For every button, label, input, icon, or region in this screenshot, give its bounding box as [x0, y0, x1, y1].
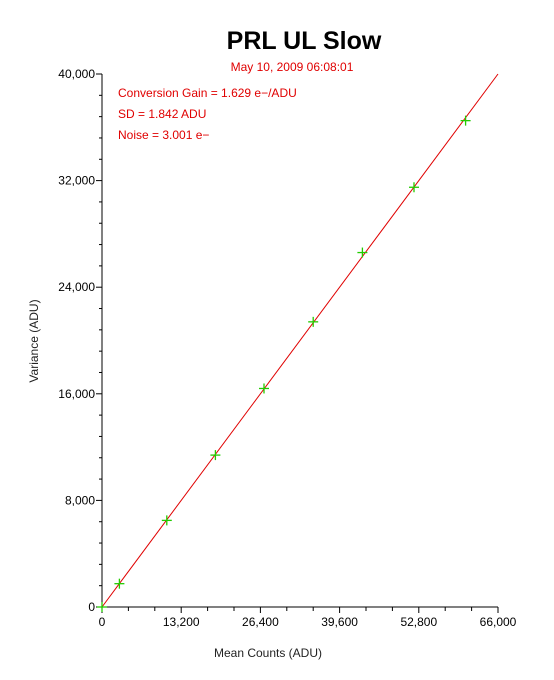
chart-title: PRL UL Slow — [227, 27, 382, 55]
data-point — [210, 450, 221, 461]
y-tick-label: 16,000 — [58, 387, 95, 401]
x-tick-label: 66,000 — [480, 615, 517, 629]
data-point — [308, 316, 319, 327]
fit-line — [101, 73, 499, 608]
data-point — [161, 515, 172, 526]
plot-frame — [101, 74, 498, 608]
data-point — [259, 383, 269, 394]
axis-ticks: 0 13,200 26,400 39,600 52,800 66,000 0 8,000 16,… — [58, 67, 516, 629]
y-tick-label: 0 — [88, 600, 95, 614]
y-tick-label: 8,000 — [65, 493, 95, 507]
y-axis-label: Variance (ADU) — [27, 299, 41, 382]
x-tick-label: 52,800 — [400, 615, 437, 629]
annotation-conversion-gain: Conversion Gain = 1.629 e−/ADU — [118, 86, 297, 100]
y-tick-label: 40,000 — [58, 67, 95, 81]
data-point — [357, 247, 368, 258]
x-tick-label: 39,600 — [321, 615, 358, 629]
data-points — [97, 115, 471, 612]
annotation-noise: Noise = 3.001 e− — [118, 128, 209, 142]
fit-line-group — [101, 73, 499, 608]
y-tick-label: 24,000 — [58, 280, 95, 294]
x-tick-label: 0 — [99, 615, 106, 629]
data-point — [114, 578, 125, 589]
y-tick-label: 32,000 — [58, 174, 95, 188]
data-point — [97, 602, 107, 612]
x-tick-label: 26,400 — [242, 615, 279, 629]
chart-subtitle: May 10, 2009 06:08:01 — [231, 60, 354, 74]
x-tick-label: 13,200 — [163, 615, 200, 629]
data-point — [409, 182, 419, 193]
x-axis-label: Mean Counts (ADU) — [214, 646, 322, 660]
data-point — [460, 115, 471, 126]
annotations: Conversion Gain = 1.629 e−/ADU SD = 1.84… — [118, 86, 297, 142]
annotation-sd: SD = 1.842 ADU — [118, 107, 206, 121]
